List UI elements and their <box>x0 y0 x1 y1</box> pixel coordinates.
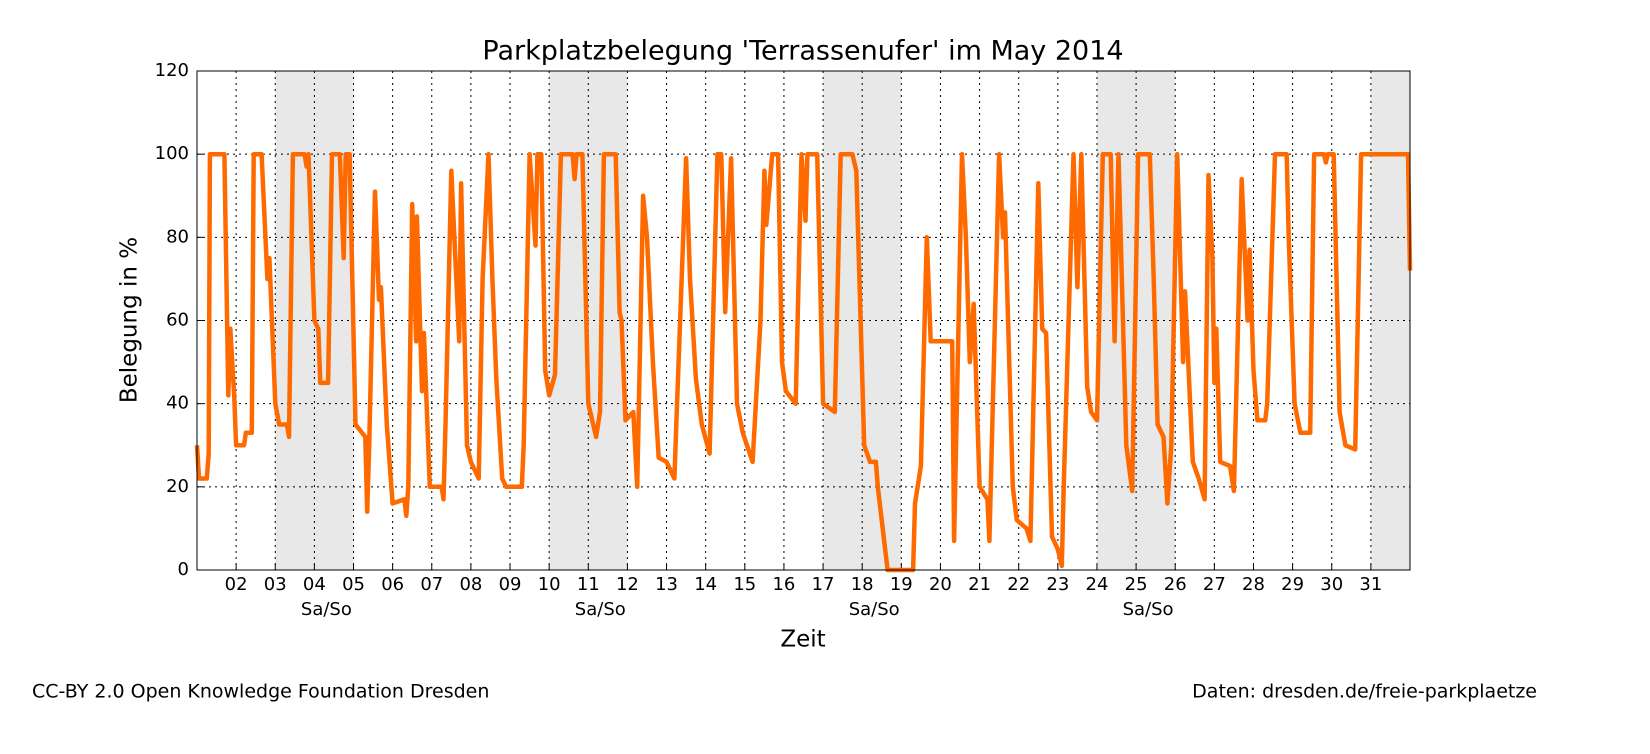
weekend-label: Sa/So <box>1123 599 1174 620</box>
x-tick-label: 26 <box>1164 574 1187 595</box>
y-tick-label: 0 <box>178 559 189 580</box>
x-tick-label: 31 <box>1359 574 1382 595</box>
x-axis-label: Zeit <box>780 627 825 653</box>
x-tick-label: 12 <box>616 574 639 595</box>
x-tick-label: 21 <box>968 574 991 595</box>
y-tick-label: 60 <box>166 310 189 331</box>
x-tick-label: 30 <box>1320 574 1343 595</box>
x-tick-label: 22 <box>1007 574 1030 595</box>
x-tick-label: 18 <box>851 574 874 595</box>
x-tick-label: 16 <box>772 574 795 595</box>
x-tick-label: 04 <box>303 574 326 595</box>
data-line <box>194 151 1413 573</box>
y-tick-label: 120 <box>155 60 189 81</box>
x-tick-label: 09 <box>499 574 522 595</box>
x-tick-label: 27 <box>1203 574 1226 595</box>
x-tick-label: 08 <box>459 574 482 595</box>
y-tick-label: 80 <box>166 226 189 247</box>
x-tick-label: 20 <box>929 574 952 595</box>
plot-frame <box>196 70 1411 571</box>
footer-left: CC-BY 2.0 Open Knowledge Foundation Dres… <box>32 681 489 703</box>
x-tick-label: 17 <box>812 574 835 595</box>
weekend-label: Sa/So <box>575 599 626 620</box>
x-tick-label: 19 <box>890 574 913 595</box>
x-tick-label: 11 <box>577 574 600 595</box>
y-tick-label: 40 <box>166 393 189 414</box>
x-tick-label: 15 <box>733 574 756 595</box>
y-axis-label: Belegung in % <box>117 237 143 403</box>
x-tick-label: 07 <box>420 574 443 595</box>
x-tick-label: 25 <box>1125 574 1148 595</box>
x-tick-label: 03 <box>264 574 287 595</box>
x-tick-label: 06 <box>381 574 404 595</box>
y-tick-label: 20 <box>166 476 189 497</box>
chart-title: Parkplatzbelegung 'Terrassenufer' im May… <box>482 36 1123 67</box>
weekend-label: Sa/So <box>849 599 900 620</box>
x-tick-label: 13 <box>655 574 678 595</box>
x-tick-label: 24 <box>1086 574 1109 595</box>
footer-right: Daten: dresden.de/freie-parkplaetze <box>1192 681 1537 703</box>
y-tick-label: 100 <box>155 143 189 164</box>
weekend-label: Sa/So <box>301 599 352 620</box>
x-tick-label: 14 <box>694 574 717 595</box>
x-tick-label: 28 <box>1242 574 1265 595</box>
x-tick-label: 05 <box>342 574 365 595</box>
x-tick-label: 10 <box>538 574 561 595</box>
x-tick-label: 29 <box>1281 574 1304 595</box>
x-tick-label: 02 <box>225 574 248 595</box>
x-tick-label: 23 <box>1046 574 1069 595</box>
